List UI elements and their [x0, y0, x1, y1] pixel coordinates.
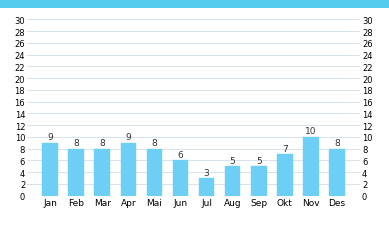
Bar [199, 178, 214, 196]
Bar [173, 161, 188, 196]
Text: 8: 8 [334, 139, 340, 148]
Bar [147, 149, 162, 196]
Text: 8: 8 [74, 139, 79, 148]
Text: 8: 8 [152, 139, 157, 148]
Text: 7: 7 [282, 144, 287, 153]
Bar [225, 166, 240, 196]
Text: 9: 9 [47, 133, 53, 142]
Bar [251, 166, 266, 196]
Bar [121, 143, 136, 196]
Text: 10: 10 [305, 127, 317, 136]
Text: 3: 3 [204, 168, 209, 177]
Text: 6: 6 [178, 150, 183, 159]
Bar [329, 149, 345, 196]
Bar [303, 137, 319, 196]
Bar [68, 149, 84, 196]
Text: 8: 8 [100, 139, 105, 148]
Bar [277, 155, 293, 196]
Bar [95, 149, 110, 196]
Text: 9: 9 [126, 133, 131, 142]
Bar [42, 143, 58, 196]
Text: 5: 5 [230, 156, 235, 165]
Text: 5: 5 [256, 156, 261, 165]
